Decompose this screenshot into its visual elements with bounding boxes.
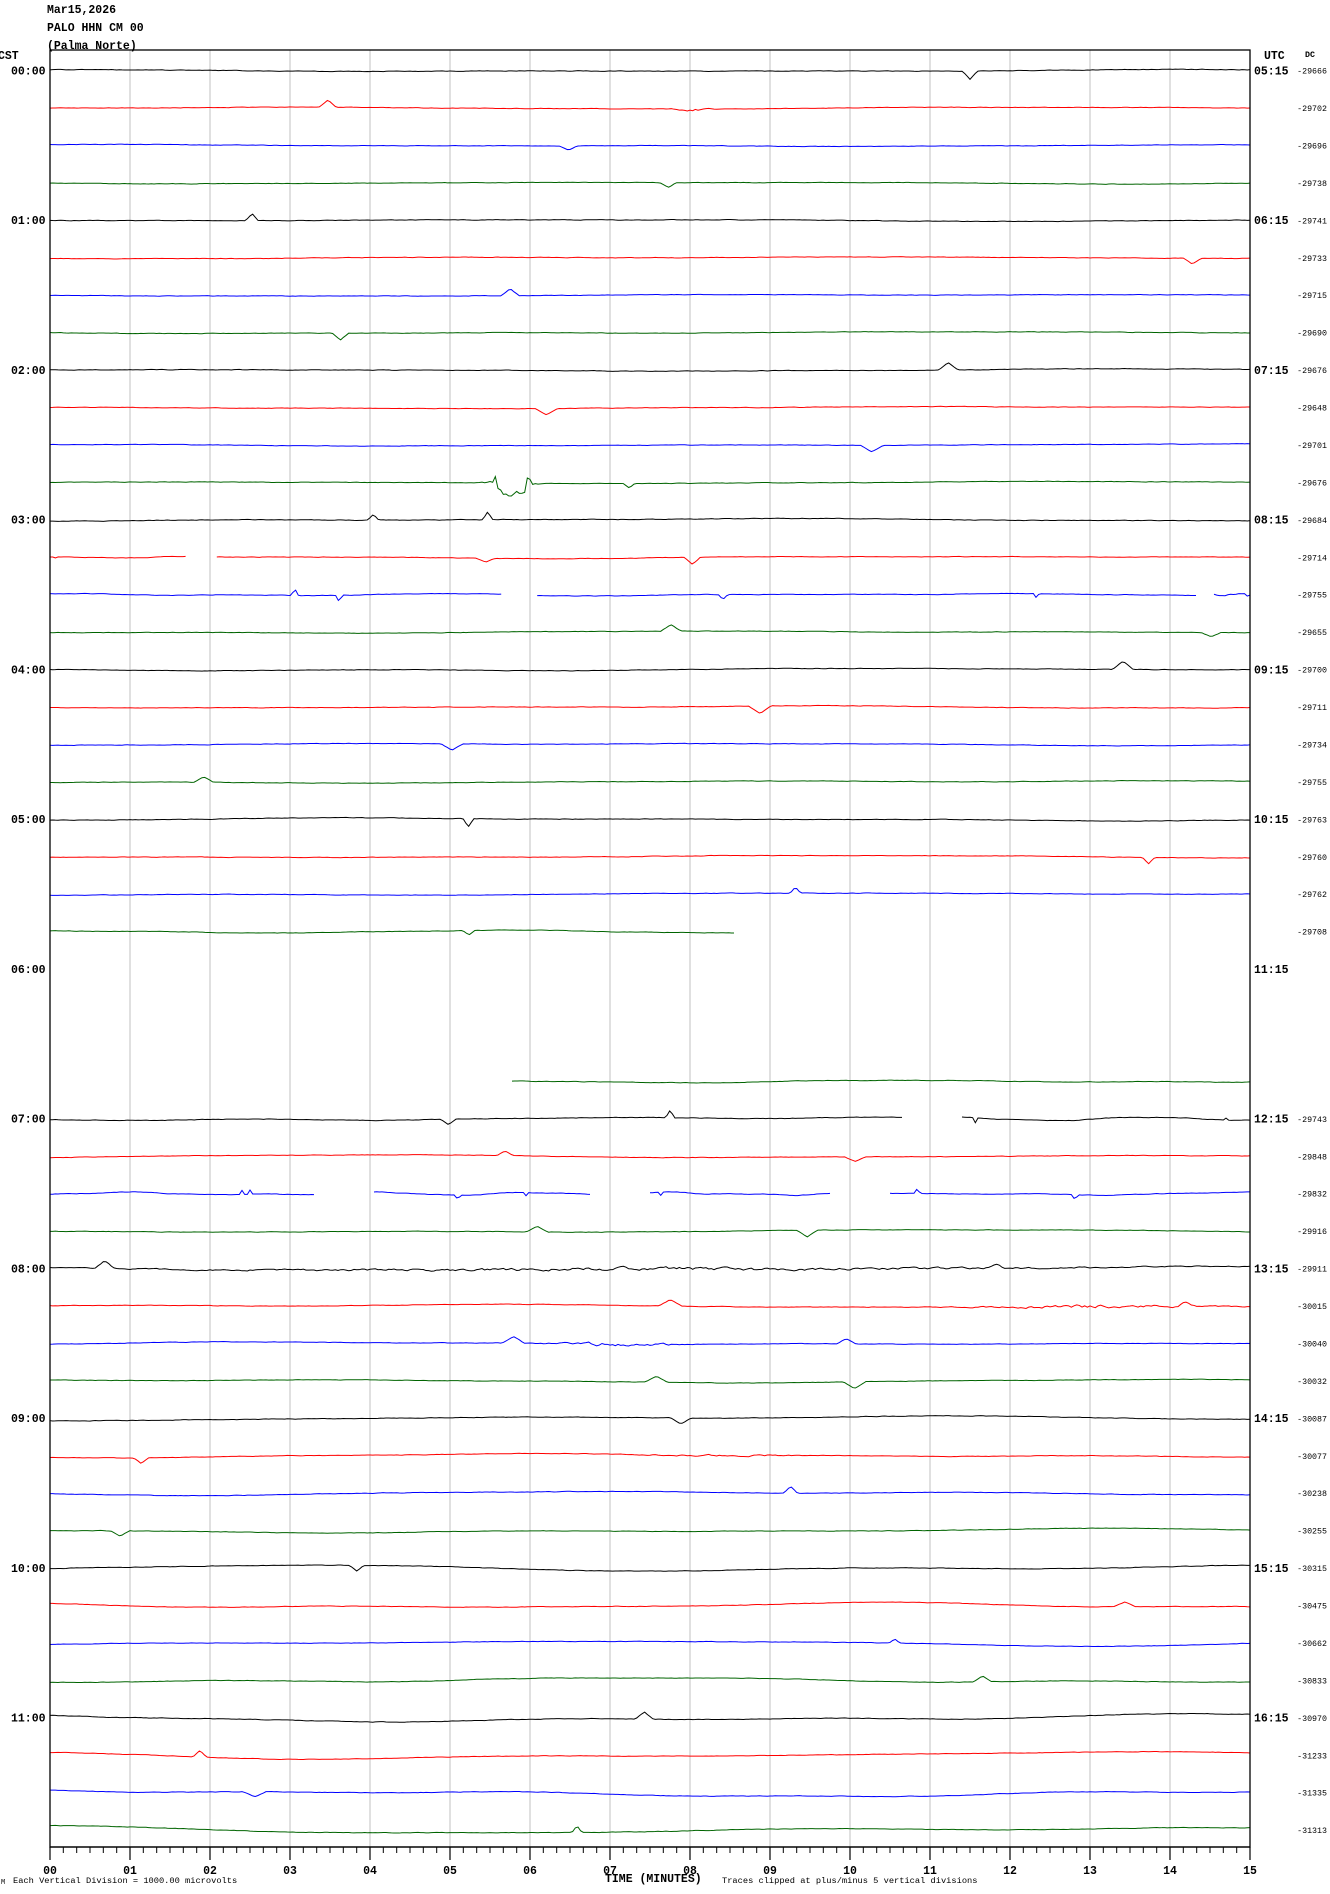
svg-text:-30662: -30662 <box>1297 1640 1327 1649</box>
svg-text:(Palma Norte): (Palma Norte) <box>47 40 137 53</box>
svg-text:-30040: -30040 <box>1297 1341 1327 1350</box>
svg-text:-29911: -29911 <box>1297 1266 1327 1275</box>
svg-text:-29648: -29648 <box>1297 405 1327 414</box>
svg-text:08:00: 08:00 <box>11 1263 46 1276</box>
svg-text:-29676: -29676 <box>1297 367 1327 376</box>
svg-text:05: 05 <box>443 1865 457 1878</box>
svg-text:11:15: 11:15 <box>1254 964 1289 977</box>
svg-text:UTC: UTC <box>1264 50 1285 63</box>
svg-text:-30015: -30015 <box>1297 1303 1327 1312</box>
svg-text:-29741: -29741 <box>1297 217 1327 226</box>
svg-text:15:15: 15:15 <box>1254 1563 1289 1576</box>
svg-text:-30315: -30315 <box>1297 1565 1327 1574</box>
svg-text:13: 13 <box>1083 1865 1097 1878</box>
svg-text:CST: CST <box>0 50 19 63</box>
svg-text:TIME (MINUTES): TIME (MINUTES) <box>605 1873 702 1886</box>
svg-text:-31233: -31233 <box>1297 1752 1327 1761</box>
svg-text:-29734: -29734 <box>1297 742 1327 751</box>
svg-text:Traces clipped at plus/minus 5: Traces clipped at plus/minus 5 vertical … <box>722 1876 977 1886</box>
svg-text:01:00: 01:00 <box>11 215 46 228</box>
svg-text:-29760: -29760 <box>1297 854 1327 863</box>
svg-text:-31335: -31335 <box>1297 1790 1327 1799</box>
svg-text:-29702: -29702 <box>1297 105 1327 114</box>
svg-text:-30087: -30087 <box>1297 1415 1327 1424</box>
svg-text:PALO HHN CM 00: PALO HHN CM 00 <box>47 22 144 35</box>
svg-text:14: 14 <box>1163 1865 1177 1878</box>
svg-text:-30238: -30238 <box>1297 1490 1327 1499</box>
svg-text:10:15: 10:15 <box>1254 814 1289 827</box>
svg-text:03:00: 03:00 <box>11 515 46 528</box>
svg-text:-30077: -30077 <box>1297 1453 1327 1462</box>
svg-text:-31313: -31313 <box>1297 1827 1327 1836</box>
svg-text:-29848: -29848 <box>1297 1153 1327 1162</box>
svg-text:-30032: -30032 <box>1297 1378 1327 1387</box>
svg-text:12:15: 12:15 <box>1254 1114 1289 1127</box>
svg-text:-30475: -30475 <box>1297 1603 1327 1612</box>
svg-text:Each Vertical Division = 1000.: Each Vertical Division = 1000.00 microvo… <box>13 1876 237 1886</box>
svg-text:14:15: 14:15 <box>1254 1413 1289 1426</box>
svg-text:05:00: 05:00 <box>11 814 46 827</box>
svg-text:-29763: -29763 <box>1297 816 1327 825</box>
svg-text:-29690: -29690 <box>1297 330 1327 339</box>
svg-text:09:15: 09:15 <box>1254 664 1289 677</box>
svg-text:-29738: -29738 <box>1297 180 1327 189</box>
svg-text:-29714: -29714 <box>1297 554 1327 563</box>
svg-text:02:00: 02:00 <box>11 365 46 378</box>
svg-text:-29684: -29684 <box>1297 517 1327 526</box>
svg-text:04: 04 <box>363 1865 377 1878</box>
svg-text:04:00: 04:00 <box>11 664 46 677</box>
svg-text:08:15: 08:15 <box>1254 515 1289 528</box>
svg-text:07:00: 07:00 <box>11 1114 46 1127</box>
svg-text:-29701: -29701 <box>1297 442 1327 451</box>
svg-text:05:15: 05:15 <box>1254 65 1289 78</box>
svg-text:-29743: -29743 <box>1297 1116 1327 1125</box>
svg-text:-29711: -29711 <box>1297 704 1327 713</box>
svg-text:13:15: 13:15 <box>1254 1263 1289 1276</box>
svg-text:DC: DC <box>1305 51 1315 60</box>
svg-text:-30970: -30970 <box>1297 1715 1327 1724</box>
svg-text:00:00: 00:00 <box>11 65 46 78</box>
svg-text:-29832: -29832 <box>1297 1191 1327 1200</box>
svg-text:06:00: 06:00 <box>11 964 46 977</box>
svg-text:16:15: 16:15 <box>1254 1713 1289 1726</box>
svg-text:M: M <box>1 1879 5 1887</box>
svg-text:-29655: -29655 <box>1297 629 1327 638</box>
svg-text:-29708: -29708 <box>1297 929 1327 938</box>
svg-text:03: 03 <box>283 1865 297 1878</box>
svg-text:06: 06 <box>523 1865 537 1878</box>
svg-text:06:15: 06:15 <box>1254 215 1289 228</box>
svg-text:10:00: 10:00 <box>11 1563 46 1576</box>
svg-text:Mar15,2026: Mar15,2026 <box>47 4 116 17</box>
svg-text:-29755: -29755 <box>1297 592 1327 601</box>
svg-text:11:00: 11:00 <box>11 1713 46 1726</box>
svg-text:-29666: -29666 <box>1297 68 1327 77</box>
svg-text:15: 15 <box>1243 1865 1257 1878</box>
svg-text:-29755: -29755 <box>1297 779 1327 788</box>
svg-text:-29676: -29676 <box>1297 479 1327 488</box>
svg-text:09:00: 09:00 <box>11 1413 46 1426</box>
svg-text:-29762: -29762 <box>1297 891 1327 900</box>
svg-text:-29696: -29696 <box>1297 143 1327 152</box>
svg-text:-29733: -29733 <box>1297 255 1327 264</box>
svg-text:-30833: -30833 <box>1297 1677 1327 1686</box>
svg-text:-29700: -29700 <box>1297 667 1327 676</box>
svg-text:12: 12 <box>1003 1865 1017 1878</box>
svg-text:-29715: -29715 <box>1297 292 1327 301</box>
svg-text:-29916: -29916 <box>1297 1228 1327 1237</box>
svg-text:07:15: 07:15 <box>1254 365 1289 378</box>
svg-text:-30255: -30255 <box>1297 1528 1327 1537</box>
